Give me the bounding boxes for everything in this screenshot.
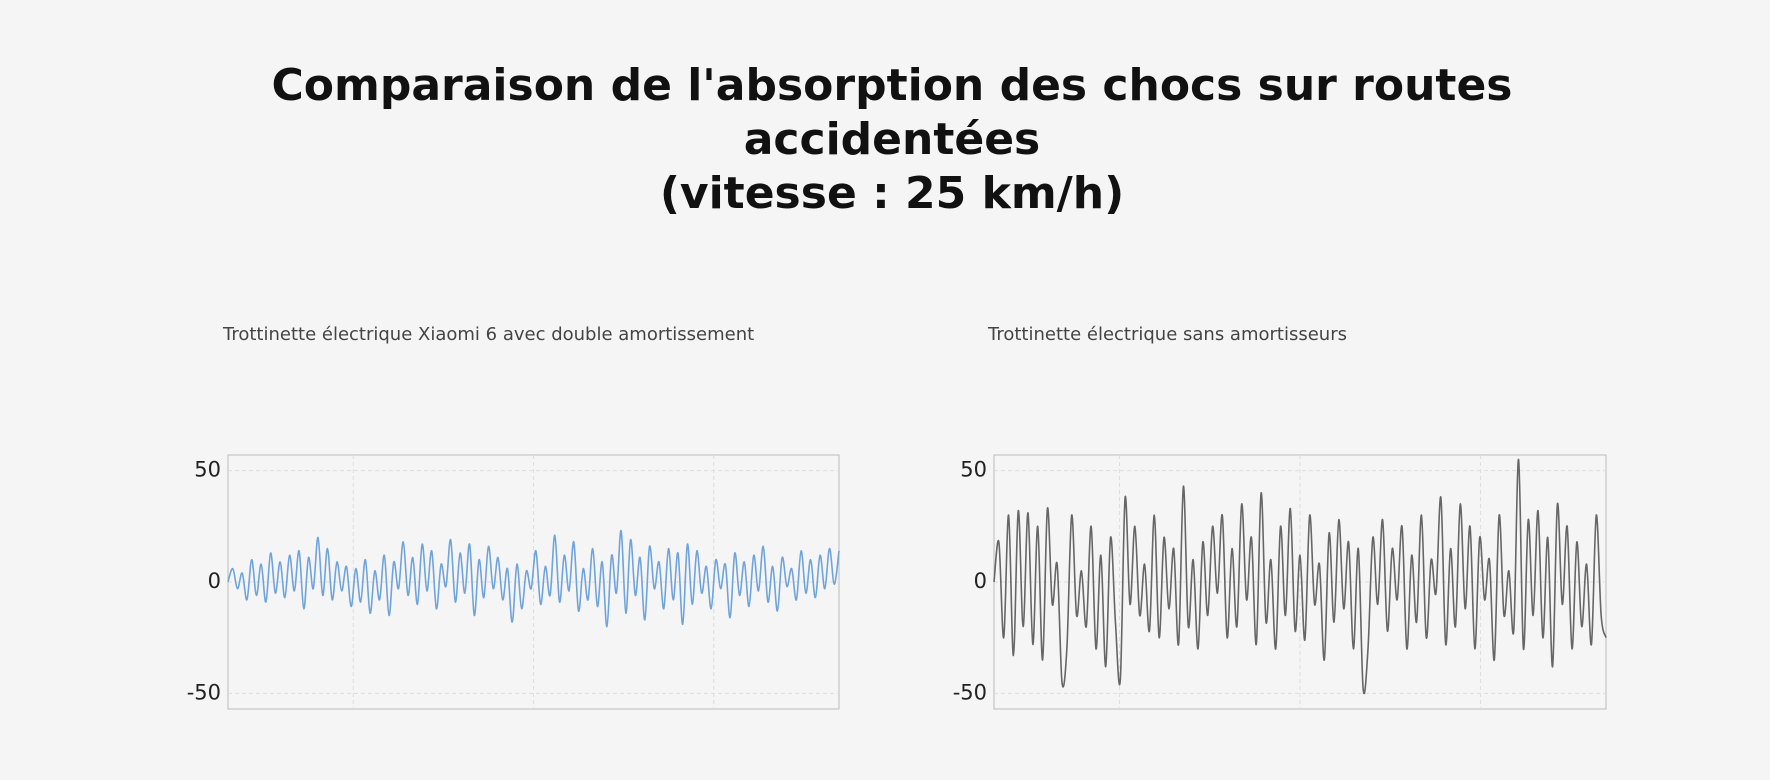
data-line: [993, 458, 1607, 695]
page-title: accidentées: [744, 114, 1041, 165]
y-tick-label: -50: [953, 680, 987, 704]
chart-subtitle: Trottinette électrique sans amortisseurs: [987, 324, 1347, 345]
y-tick-label: 0: [208, 569, 221, 593]
y-tick-label: 50: [960, 458, 987, 482]
data-line: [227, 529, 840, 628]
y-tick-label: -50: [187, 680, 221, 704]
y-tick-label: 50: [194, 458, 221, 482]
page-title: Comparaison de l'absorption des chocs su…: [271, 60, 1512, 111]
y-tick-label: 0: [974, 569, 987, 593]
chart-subtitle: Trottinette électrique Xiaomi 6 avec dou…: [222, 324, 754, 345]
page-title: (vitesse : 25 km/h): [660, 168, 1124, 219]
